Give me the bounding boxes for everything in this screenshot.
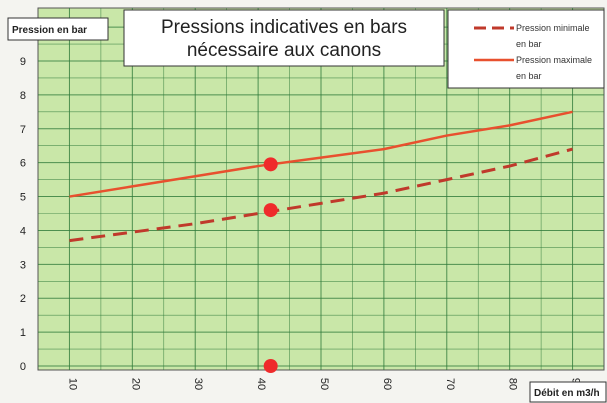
x-axis-label: Débit en m3/h — [534, 388, 600, 399]
legend-label-max-line-1: Pression maximale — [516, 55, 592, 65]
x-tick-label: 60 — [381, 378, 393, 390]
x-tick-label: 70 — [444, 378, 456, 390]
y-tick-label: 6 — [20, 158, 26, 170]
chart-title-line-2: nécessaire aux canons — [187, 40, 381, 61]
x-axis-label-box: Débit en m3/h — [530, 382, 606, 402]
y-tick-label: 7 — [20, 124, 26, 136]
legend-label-min-line-2: en bar — [516, 39, 542, 49]
y-tick-label: 1 — [20, 327, 26, 339]
marker-point — [264, 203, 278, 217]
legend-label-min-line-1: Pression minimale — [516, 23, 590, 33]
y-tick-label: 9 — [20, 56, 26, 68]
y-tick-label: 5 — [20, 192, 26, 204]
x-tick-label: 30 — [192, 378, 204, 390]
legend-label-max-line-2: en bar — [516, 71, 542, 81]
marker-point — [264, 359, 278, 373]
legend: Pression minimale en bar Pression maxima… — [448, 10, 604, 88]
title-box: Pressions indicatives en bars nécessaire… — [124, 10, 444, 66]
x-tick-label: 50 — [318, 378, 330, 390]
y-tick-label: 4 — [20, 225, 26, 237]
y-axis-label: Pression en bar — [12, 25, 87, 36]
y-tick-label: 2 — [20, 293, 26, 305]
x-tick-label: 10 — [66, 378, 78, 390]
x-tick-label: 40 — [255, 378, 267, 390]
x-tick-label: 20 — [129, 378, 141, 390]
y-tick-label: 8 — [20, 90, 26, 102]
y-axis-label-box: Pression en bar — [8, 18, 108, 40]
x-tick-label: 80 — [507, 378, 519, 390]
chart-title-line-1: Pressions indicatives en bars — [161, 17, 407, 38]
marker-point — [264, 157, 278, 171]
y-tick-label: 3 — [20, 259, 26, 271]
y-tick-label: 0 — [20, 361, 26, 373]
